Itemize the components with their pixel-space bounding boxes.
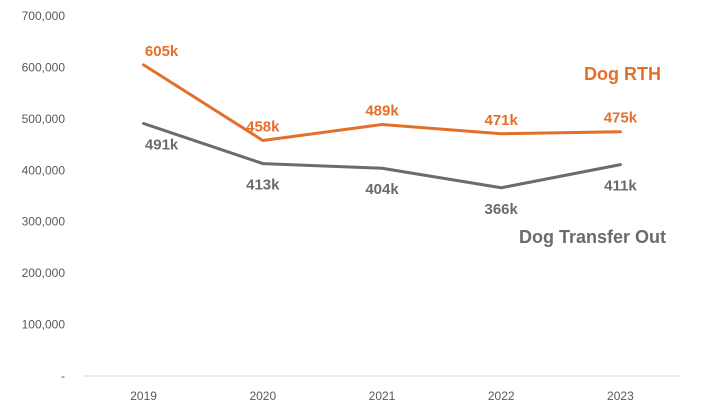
data-label: 404k [365, 181, 399, 198]
data-label: 458k [246, 118, 280, 135]
x-axis: 2019 2020 2021 2022 2023 [84, 375, 680, 403]
data-label: 471k [485, 112, 519, 129]
series-layer: 605k 458k 489k 471k 475k Dog RTH 491k 413k 404k 3… [142, 43, 666, 247]
data-label: 489k [365, 103, 399, 120]
series-name-label: Dog RTH [584, 64, 661, 84]
data-label: 411k [604, 178, 637, 195]
y-tick-label: 100,000 [22, 318, 66, 332]
x-tick-label: 2019 [130, 389, 157, 403]
y-tick-label: 700,000 [22, 9, 66, 23]
y-axis: - 100,000 200,000 300,000 400,000 500,000 600,… [22, 9, 66, 383]
y-tick-label: 300,000 [22, 215, 66, 229]
y-tick-label: 600,000 [22, 60, 66, 74]
x-tick-label: 2023 [607, 389, 634, 403]
data-label: 475k [604, 110, 638, 127]
series-line [142, 63, 622, 142]
series-line [142, 121, 622, 190]
data-label: 413k [246, 177, 280, 194]
x-tick-label: 2021 [369, 389, 396, 403]
y-tick-label: 400,000 [22, 163, 66, 177]
data-label: 491k [145, 136, 179, 153]
data-label: 605k [145, 43, 179, 60]
series-dog-transfer-out: 491k 413k 404k 366k 411k Dog Transfer Out [142, 121, 666, 247]
x-tick-label: 2020 [249, 389, 276, 403]
series-name-label: Dog Transfer Out [519, 227, 666, 247]
y-tick-label: 200,000 [22, 266, 66, 280]
data-label: 366k [485, 201, 519, 218]
y-tick-label: - [61, 369, 65, 383]
y-tick-label: 500,000 [22, 112, 66, 126]
x-tick-label: 2022 [488, 389, 515, 403]
series-dog-rth: 605k 458k 489k 471k 475k Dog RTH [142, 43, 661, 142]
